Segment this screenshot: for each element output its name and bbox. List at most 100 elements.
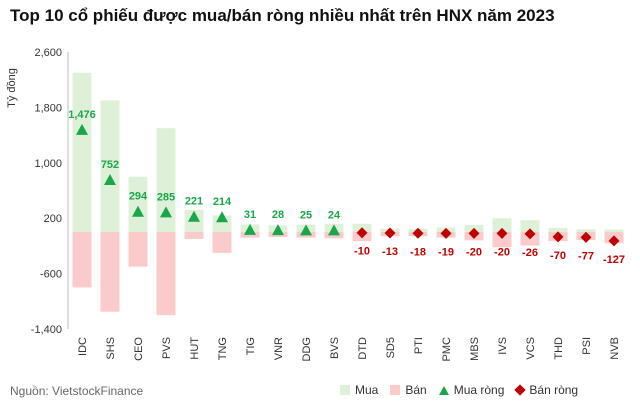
category-label: DDG [301,337,313,361]
diamond-icon [514,384,527,396]
category-label: TIG [245,337,257,355]
data-label-net-buy: 221 [185,196,203,208]
marker-net-buy [328,224,340,236]
marker-net-buy [300,224,312,236]
category-label: NVB [609,337,621,360]
bar-sell [184,232,204,239]
legend-item-buy: Mua [340,383,378,397]
bar-buy [156,128,176,233]
marker-net-buy [132,205,144,217]
category-label: HUT [189,337,201,360]
category-label: MBS [469,337,481,361]
data-label-net-buy: 1,476 [68,109,96,121]
bar-buy [604,229,624,233]
legend-swatch-sell [390,385,401,395]
chart-title: Top 10 cổ phiếu được mua/bán ròng nhiều … [10,6,555,25]
bar-sell [128,232,148,267]
data-label-net-buy: 294 [129,191,148,203]
legend-item-net-buy: Mua ròng [438,383,505,397]
bar-buy [100,100,120,233]
legend: Mua Bán Mua ròng Bán ròng [340,383,578,397]
bar-buy [576,229,596,233]
legend-swatch-buy [340,385,350,395]
y-tick-label: -600 [40,269,62,281]
data-label-net-sell: -19 [438,246,454,258]
category-label: PSI [581,337,593,355]
category-label: VNR [273,337,285,360]
data-label-net-sell: -26 [522,247,538,259]
category-label: IVS [497,337,509,355]
bar-sell [100,232,120,312]
marker-net-sell [580,231,592,243]
bar-sell [492,232,512,248]
category-label: TNG [217,337,229,360]
data-label-net-sell: -10 [354,246,370,258]
bar-sell [156,232,176,316]
category-label: SHS [105,337,117,360]
category-label: CEO [133,337,145,361]
bar-sell [72,232,92,288]
data-label-net-sell: -20 [466,246,482,258]
category-label: BVS [329,337,341,359]
triangle-icon [438,385,449,395]
category-label: DTD [357,337,369,360]
bar-buy [128,176,148,233]
legend-item-sell: Bán [390,383,427,397]
marker-net-buy [188,210,200,222]
data-label-net-buy: 31 [244,209,256,221]
y-tick-label: 2,600 [34,47,62,59]
marker-net-sell [524,228,536,240]
marker-net-buy [76,123,88,135]
bar-buy [548,227,568,233]
legend-label-net-sell: Bán ròng [529,383,579,397]
bar-buy [520,220,540,233]
marker-net-sell [552,231,564,243]
legend-label-sell: Bán [405,383,427,397]
data-label-net-sell: -20 [494,246,510,258]
bar-buy [212,215,232,233]
marker-net-sell [356,227,368,239]
data-label-net-buy: 24 [328,209,341,221]
source-note: Nguồn: VietstockFinance [10,384,144,398]
category-label: VCS [525,337,537,360]
data-label-net-sell: -13 [382,246,398,258]
y-axis-label: Tỷ đồng [6,68,18,108]
category-label: PTI [413,337,425,354]
data-label-net-buy: 285 [157,191,175,203]
bar-buy [492,218,512,233]
marker-net-buy [216,211,228,223]
marker-net-buy [244,223,256,235]
y-tick-label: -1,400 [31,324,62,336]
marker-net-sell [384,227,396,239]
data-label-net-sell: -18 [410,246,426,258]
chart-plot: -1,400 -600 200 1,000 1,800 2,600 Tỷ đồng 1,476… [6,47,625,362]
category-label: IDC [77,337,89,356]
data-label-net-buy: 752 [101,159,119,171]
category-label: SD5 [385,337,397,358]
bar-buy [72,72,92,233]
marker-net-sell [608,235,620,247]
legend-label-net-buy: Mua ròng [453,383,505,397]
marker-net-buy [104,173,116,185]
y-tick-label: 1,800 [34,102,62,114]
data-label-net-sell: -127 [603,254,625,266]
marker-net-sell [412,227,424,239]
marker-net-buy [272,224,284,236]
data-label-net-buy: 25 [300,209,312,221]
legend-item-net-sell: Bán ròng [514,383,579,397]
marker-net-buy [160,206,172,218]
data-label-net-buy: 214 [213,196,232,208]
y-tick-label: 200 [44,213,62,225]
legend-label-buy: Mua [355,383,379,397]
data-label-net-sell: -70 [550,250,566,262]
data-label-net-sell: -77 [578,250,594,262]
data-label-net-buy: 28 [272,209,284,221]
bar-sell [212,232,232,253]
marker-net-sell [468,227,480,239]
category-label: PMC [441,337,453,362]
category-label: THD [553,337,565,360]
marker-net-sell [440,227,452,239]
marker-net-sell [496,227,508,239]
y-tick-label: 1,000 [34,158,62,170]
category-label: PVS [161,337,173,359]
